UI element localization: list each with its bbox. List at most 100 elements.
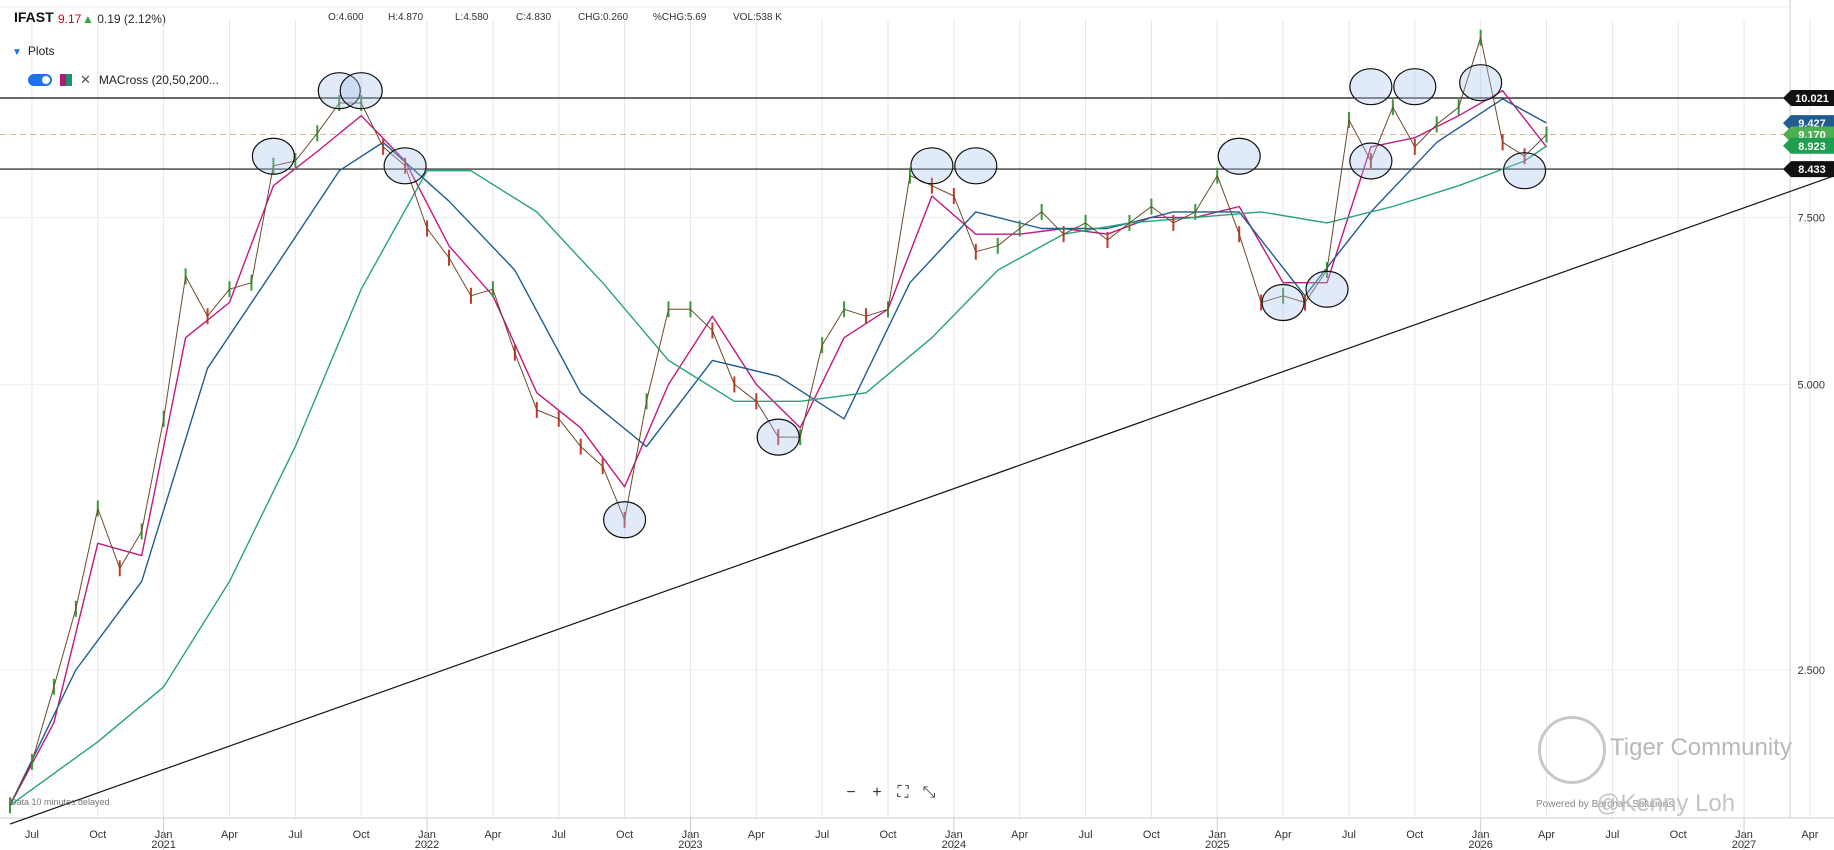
up-arrow-icon: ▲: [82, 12, 94, 26]
zoom-out-button[interactable]: −: [846, 784, 856, 801]
zoom-controls: − + ⛶ ⤡: [842, 784, 938, 802]
highlight-ellipse: [602, 501, 647, 539]
high-number: 4.870: [398, 12, 424, 23]
highlight-ellipse: [339, 72, 383, 110]
highlight-ellipse: [756, 418, 800, 456]
author-watermark: @Kenny Loh: [1596, 790, 1736, 817]
open-label: O:: [328, 12, 339, 23]
price-line: [9, 37, 1547, 806]
low-number: 4.580: [463, 12, 489, 23]
remove-indicator-icon[interactable]: ✕: [80, 72, 91, 87]
year-label: 2021: [151, 839, 175, 850]
y-tick-label: 7.500: [1797, 212, 1825, 224]
plots-toggle[interactable]: ▼ Plots: [12, 44, 55, 58]
year-label: 2026: [1468, 839, 1492, 850]
price-label: 8.433: [1783, 161, 1834, 178]
last-price: 9.17: [58, 12, 82, 26]
x-tick-label: Jul: [1079, 829, 1093, 841]
moving-average-line: [9, 145, 1547, 806]
year-label: 2025: [1205, 839, 1229, 850]
price-label-bg: [1783, 90, 1834, 106]
price-label-text: 9.427: [1798, 118, 1826, 130]
highlight-ellipse: [1349, 142, 1393, 180]
tiger-logo-icon: [1538, 716, 1606, 784]
x-tick-label: Oct: [353, 829, 370, 841]
caret-down-icon: ▼: [12, 47, 22, 58]
chg-label: CHG:: [578, 12, 603, 23]
x-tick-label: Jul: [25, 829, 39, 841]
highlight-ellipse: [910, 147, 954, 185]
indicator-name[interactable]: MACross (20,50,200...: [98, 73, 219, 87]
pchg-value: %CHG:5.69: [653, 12, 706, 23]
x-tick-label: Jul: [1605, 829, 1619, 841]
x-tick-label: Oct: [89, 829, 106, 841]
x-tick-label: Jul: [1342, 829, 1356, 841]
chg-number: 0.260: [603, 12, 629, 23]
price-label: 8.923: [1783, 137, 1834, 154]
high-label: H:: [388, 12, 398, 23]
highlight-ellipse: [1502, 152, 1547, 190]
highlight-ellipse: [1305, 270, 1349, 308]
price-label-text: 10.021: [1795, 93, 1829, 105]
low-label: L:: [455, 12, 464, 23]
zoom-in-button[interactable]: +: [872, 784, 882, 801]
x-tick-label: Apr: [1538, 829, 1555, 841]
fit-screen-button[interactable]: ⛶: [897, 784, 909, 801]
indicator-toggle-switch[interactable]: [28, 74, 52, 86]
pchg-label: %CHG:: [653, 12, 687, 23]
chg-value: CHG:0.260: [578, 12, 628, 23]
x-tick-label: Apr: [1801, 829, 1818, 841]
watermark-text: Tiger Community: [1610, 734, 1792, 761]
highlight-ellipse: [1459, 64, 1503, 102]
plots-label: Plots: [27, 44, 55, 58]
x-tick-label: Apr: [1275, 829, 1292, 841]
x-tick-label: Oct: [1143, 829, 1160, 841]
volume-value: VOL:538 K: [733, 12, 782, 23]
open-number: 4.600: [338, 12, 364, 23]
close-label: C:: [516, 12, 526, 23]
high-value: H:4.870: [388, 12, 423, 23]
price-label-text: 8.433: [1798, 164, 1826, 176]
indicator-color-swatch[interactable]: [60, 74, 72, 86]
year-label: 2023: [678, 839, 702, 850]
x-tick-label: Apr: [748, 829, 765, 841]
highlight-ellipse: [954, 147, 998, 185]
close-number: 4.830: [526, 12, 552, 23]
x-tick-label: Apr: [484, 829, 501, 841]
low-value: L:4.580: [455, 12, 488, 23]
x-tick-label: Jul: [815, 829, 829, 841]
highlight-ellipse: [317, 72, 361, 110]
highlight-ellipse: [1349, 68, 1393, 106]
x-tick-label: Jul: [288, 829, 302, 841]
ticker-symbol: IFAST: [14, 9, 54, 25]
x-tick-label: Oct: [616, 829, 633, 841]
indicator-row: ✕ MACross (20,50,200...: [28, 72, 219, 88]
price-label-bg: [1783, 137, 1834, 154]
delay-note: Data 10 minutes delayed: [10, 797, 110, 807]
x-tick-label: Oct: [1406, 829, 1423, 841]
x-tick-label: Oct: [1670, 829, 1687, 841]
x-tick-label: Apr: [221, 829, 238, 841]
year-label: 2027: [1732, 839, 1756, 850]
price-change-value: 0.19 (2.12%): [97, 12, 166, 26]
year-label: 2022: [415, 839, 439, 850]
resize-button[interactable]: ⤡: [922, 784, 936, 801]
powered-by-note: Powered by Barchart Solutions: [1536, 799, 1674, 810]
chart-header: IFAST 9.17 ▲ 0.19 (2.12%) O:4.600 H:4.87…: [0, 0, 1790, 34]
highlight-ellipse: [1261, 283, 1305, 322]
price-label-bg: [1783, 161, 1834, 178]
price-label: 10.021: [1783, 90, 1834, 106]
pchg-number: 5.69: [686, 12, 707, 23]
y-tick-label: 2.500: [1797, 665, 1825, 677]
trendline: [9, 175, 1834, 825]
vol-number: 538 K: [755, 12, 782, 23]
price-label-text: 8.923: [1798, 141, 1826, 153]
x-tick-label: Oct: [879, 829, 896, 841]
vol-label: VOL:: [733, 12, 756, 23]
x-tick-label: Apr: [1011, 829, 1028, 841]
x-tick-label: Jul: [552, 829, 566, 841]
y-tick-label: 5.000: [1797, 379, 1825, 391]
open-value: O:4.600: [328, 12, 364, 23]
highlight-ellipse: [1217, 137, 1261, 175]
